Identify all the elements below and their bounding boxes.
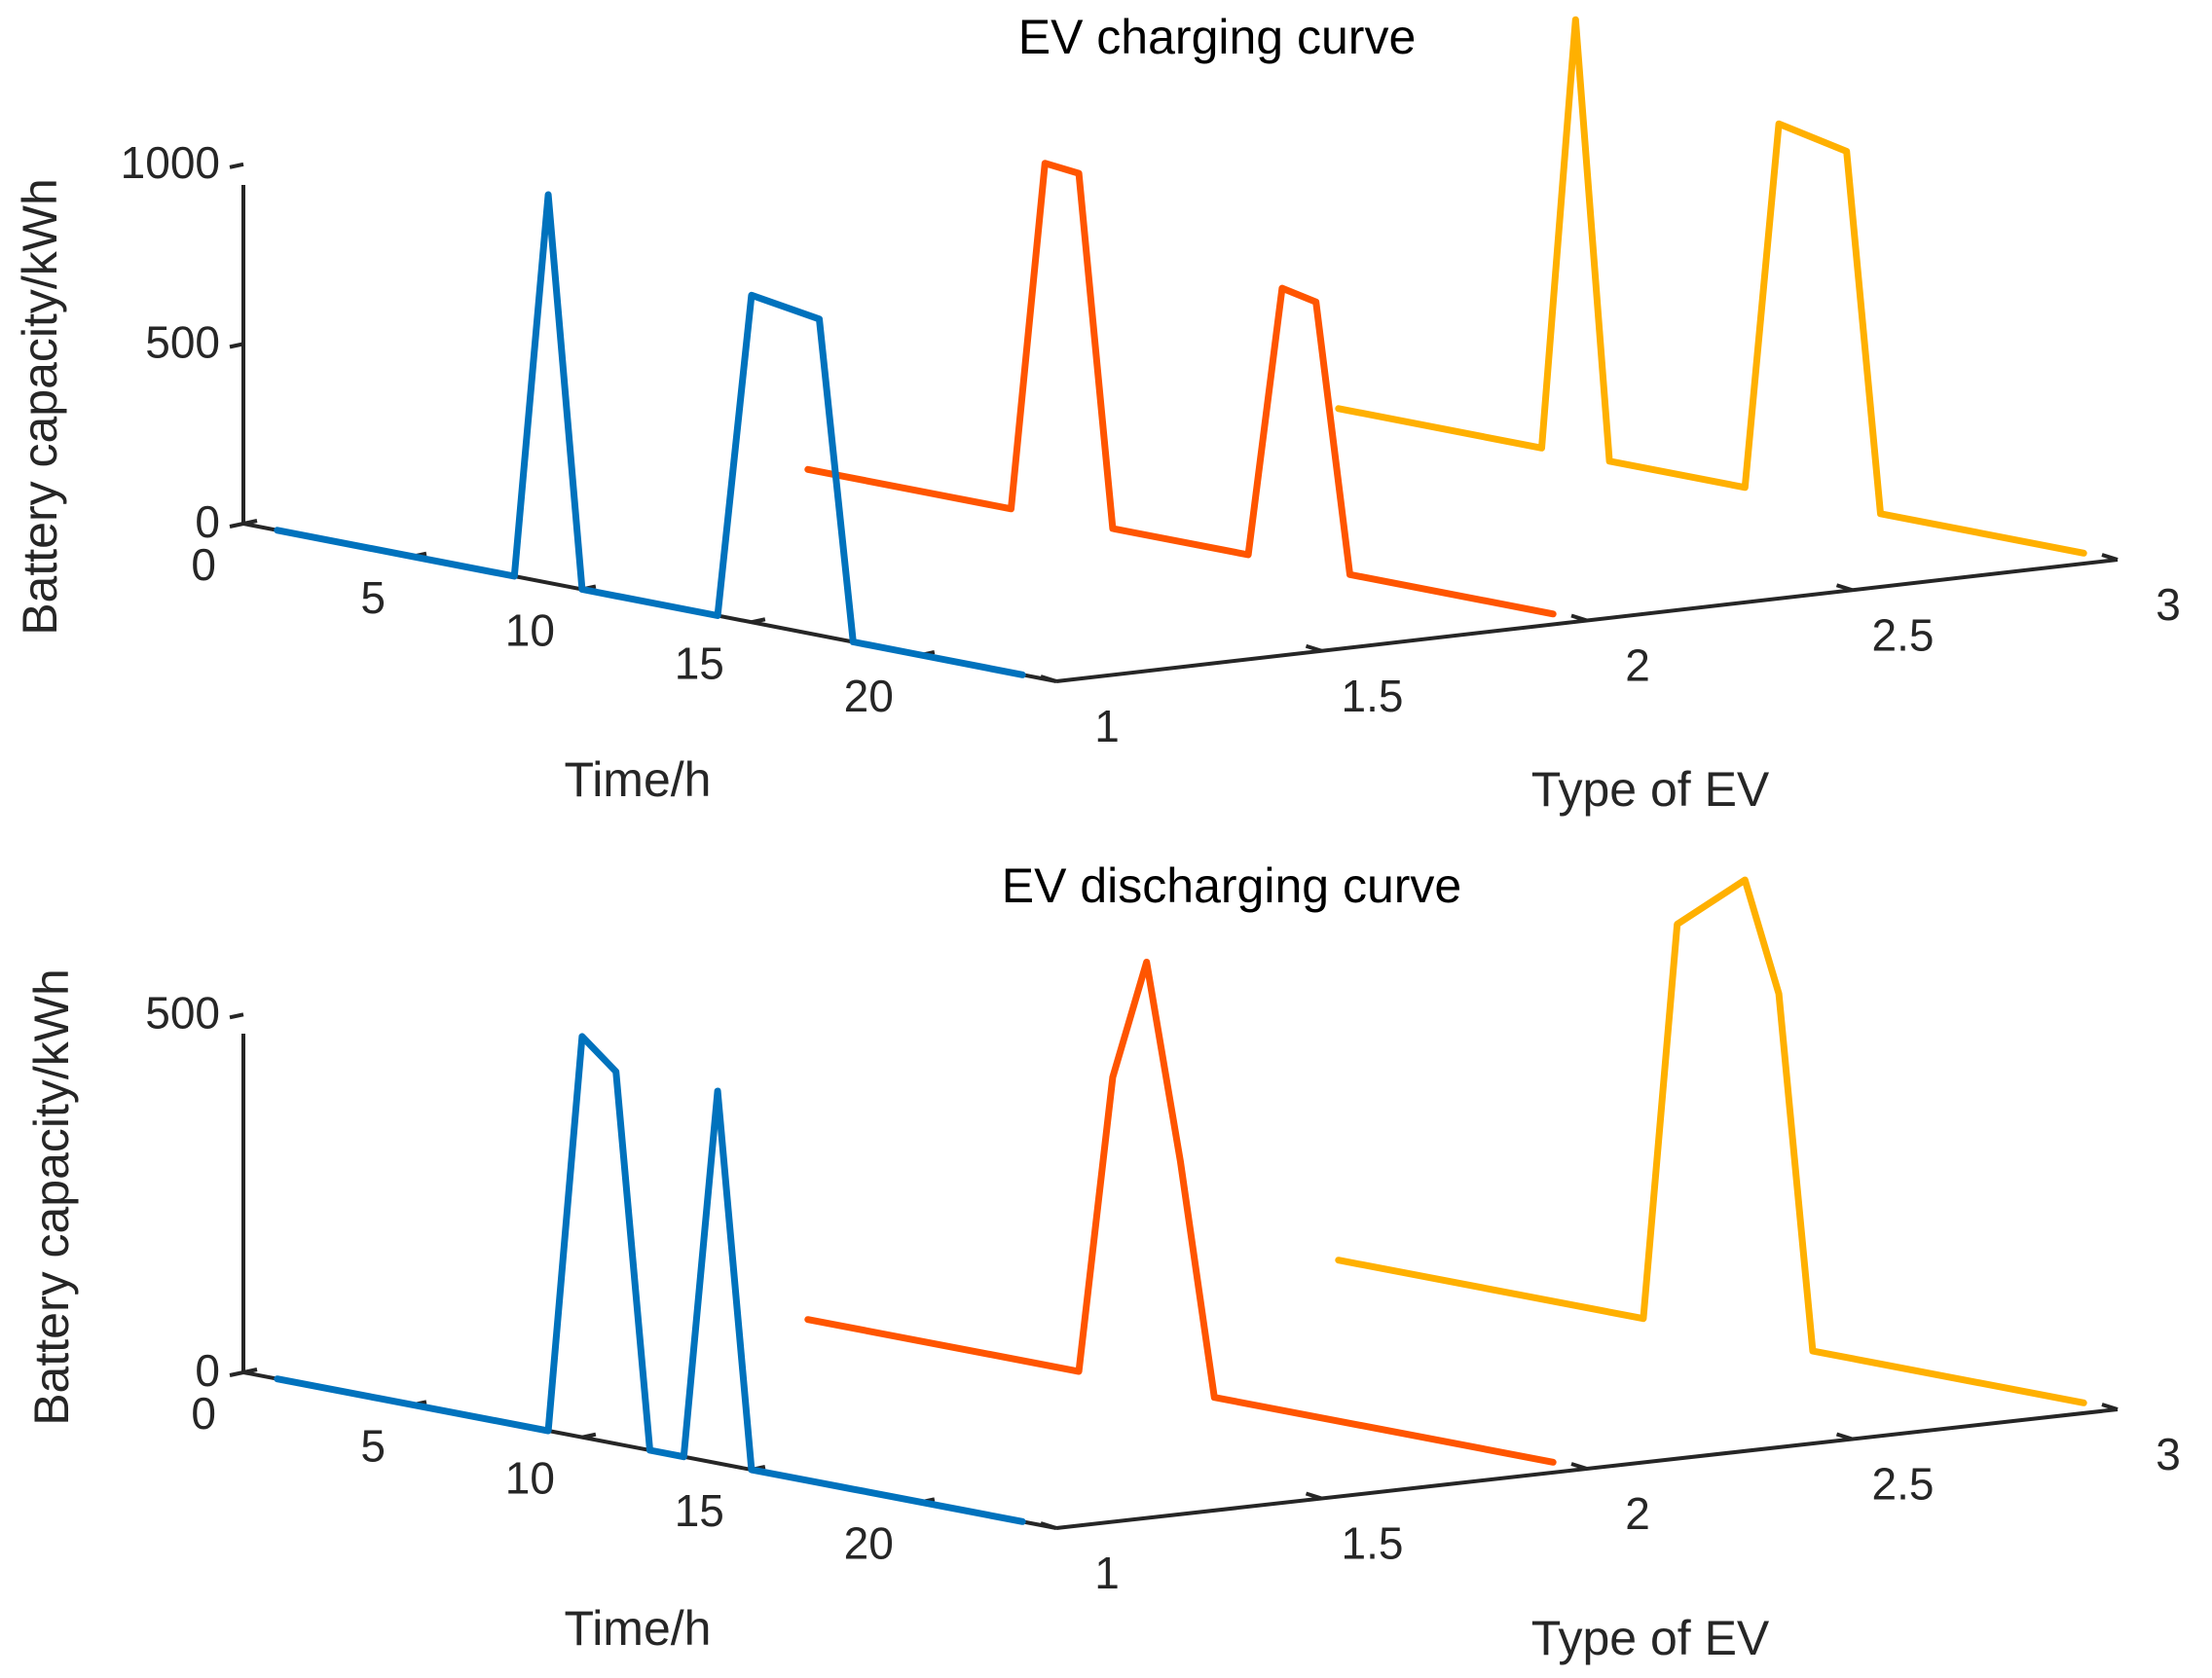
y-tick-label: 2 xyxy=(1625,640,1650,691)
series-line-type-3 xyxy=(1335,876,2087,1406)
z-tick-label: 500 xyxy=(145,316,220,367)
x-tick-mark xyxy=(242,519,258,526)
x-tick-label: 20 xyxy=(844,671,894,721)
x-tick-mark xyxy=(242,1368,258,1374)
series-line-type-1 xyxy=(274,1033,1026,1525)
series-line-type-3 xyxy=(1335,16,2087,557)
x-tick-label: 10 xyxy=(505,605,555,656)
y-ticks: 1 1.5 2 2.5 3 xyxy=(1040,1403,2181,1598)
x-axis-label: Time/h xyxy=(565,752,712,807)
y-tick-mark xyxy=(1570,613,1588,623)
x-ticks: 0 5 10 15 20 xyxy=(191,1368,936,1568)
y-tick-mark xyxy=(1040,675,1057,683)
x-tick-label: 5 xyxy=(360,1420,386,1471)
x-tick-label: 15 xyxy=(675,1485,724,1536)
y-tick-label: 2.5 xyxy=(1872,1459,1935,1510)
y-axis-label: Type of EV xyxy=(1531,762,1770,817)
x-tick-label: 15 xyxy=(675,638,724,688)
x-ticks: 0 5 10 15 20 xyxy=(191,519,936,721)
y-tick-label: 1.5 xyxy=(1342,1518,1404,1569)
x-tick-mark xyxy=(751,617,766,625)
x-axis-label: Time/h xyxy=(565,1601,712,1656)
z-axis-label: Battery capacity/kWh xyxy=(13,178,67,636)
chart-title: EV discharging curve xyxy=(1002,858,1461,913)
x-tick-mark xyxy=(581,1432,597,1440)
z-tick-label: 0 xyxy=(195,496,220,547)
z-tick-mark xyxy=(229,522,244,529)
x-tick-label: 10 xyxy=(505,1453,555,1504)
y-tick-mark xyxy=(1305,1491,1323,1501)
z-tick-mark xyxy=(229,342,244,349)
chart-title: EV charging curve xyxy=(1018,10,1417,64)
z-ticks: 0 500 xyxy=(145,987,244,1396)
y-tick-mark xyxy=(1305,643,1323,653)
y-tick-mark xyxy=(1040,1521,1057,1530)
y-axis-label: Type of EV xyxy=(1531,1611,1770,1665)
z-tick-label: 500 xyxy=(145,987,220,1038)
y-tick-label: 2 xyxy=(1625,1488,1650,1539)
series-layer xyxy=(274,16,2087,678)
z-ticks: 0 500 1000 xyxy=(121,137,244,547)
y-tick-label: 1.5 xyxy=(1342,671,1404,721)
y-tick-mark xyxy=(1835,1432,1854,1441)
z-tick-label: 1000 xyxy=(121,137,220,188)
y-tick-label: 1 xyxy=(1094,1548,1120,1598)
series-layer xyxy=(274,876,2087,1525)
series-line-type-2 xyxy=(804,959,1557,1466)
x-tick-label: 0 xyxy=(191,1388,216,1439)
z-axis-label: Battery capacity/kWh xyxy=(24,968,79,1426)
series-line-type-2 xyxy=(804,160,1557,618)
x-tick-label: 5 xyxy=(360,572,386,623)
x-tick-label: 20 xyxy=(844,1517,894,1568)
charging-chart: EV charging curve 0 500 1000 0 5 10 15 20 1 1.5… xyxy=(13,10,2181,817)
y-ticks: 1 1.5 2 2.5 3 xyxy=(1040,553,2181,751)
y-tick-mark xyxy=(2101,553,2119,562)
z-tick-mark xyxy=(229,1012,244,1020)
series-line-type-1 xyxy=(274,191,1026,678)
z-tick-label: 0 xyxy=(195,1345,220,1396)
y-tick-mark xyxy=(2101,1403,2119,1411)
y-tick-label: 1 xyxy=(1094,701,1120,751)
discharging-chart: EV discharging curve 0 500 0 5 10 15 20 1 1.5 2… xyxy=(24,858,2181,1665)
z-tick-mark xyxy=(229,1370,244,1377)
z-tick-mark xyxy=(229,162,244,169)
y-tick-label: 3 xyxy=(2156,579,2181,630)
y-tick-label: 2.5 xyxy=(1872,609,1935,660)
y-tick-label: 3 xyxy=(2156,1429,2181,1479)
x-tick-label: 0 xyxy=(191,539,216,590)
y-tick-mark xyxy=(1835,583,1854,593)
y-tick-mark xyxy=(1570,1462,1588,1471)
